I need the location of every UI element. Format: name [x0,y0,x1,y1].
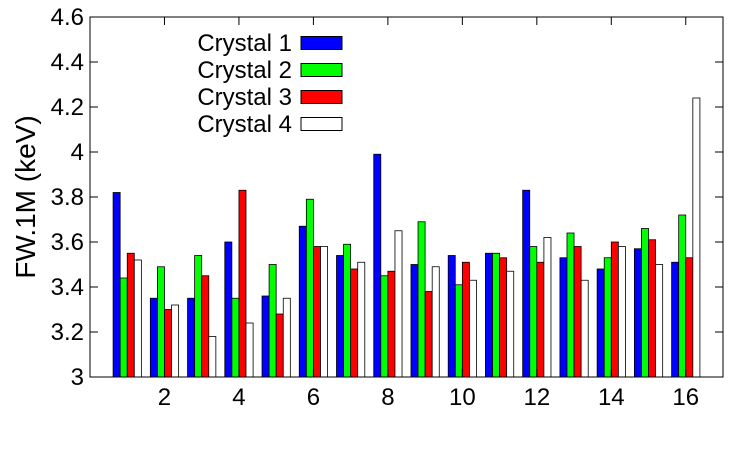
bar-crystal-4-2 [171,304,180,378]
bar-crystal-1-7 [336,255,344,378]
bar-crystal-1-3 [187,297,196,378]
bar-crystal-4-4 [245,322,254,378]
bar-crystal-4-15 [655,264,664,378]
bar-crystal-3-7 [350,268,359,378]
bar-crystal-3-6 [313,246,321,378]
bar-crystal-4-5 [282,297,291,378]
y-tick-label: 4 [71,139,84,166]
bar-crystal-2-12 [529,246,538,378]
bar-crystal-1-14 [596,268,605,378]
bar-crystal-3-2 [164,309,172,378]
bar-crystal-3-16 [685,257,694,378]
x-tick-label: 4 [232,384,245,411]
legend-swatch [300,90,343,104]
bar-crystal-2-4 [231,297,240,378]
bar-crystal-4-13 [580,279,589,378]
y-tick-label: 3.8 [51,184,84,211]
bar-crystal-2-5 [268,264,277,378]
bar-crystal-2-13 [566,232,575,378]
bar-crystal-1-6 [298,225,307,378]
bar-crystal-1-15 [633,248,642,378]
bar-crystal-2-11 [492,252,500,378]
bar-crystal-2-1 [119,277,128,378]
y-tick-label: 3 [71,364,84,391]
bar-crystal-2-2 [156,266,165,378]
bar-crystal-4-7 [357,261,366,378]
bar-crystal-4-11 [506,270,515,378]
legend-label: Crystal 4 [197,111,292,138]
y-tick-label: 4.4 [51,49,84,76]
legend-label: Crystal 2 [197,57,292,84]
legend-swatch [300,36,343,50]
bar-crystal-3-11 [499,257,508,378]
bar-crystal-3-4 [238,189,247,378]
legend-label: Crystal 3 [197,84,292,111]
plot-frame [89,16,724,378]
bar-crystal-4-16 [692,97,701,378]
x-tick-label: 6 [307,384,320,411]
x-tick-label: 16 [672,384,699,411]
y-tick-label: 3.2 [51,319,84,346]
bar-crystal-3-3 [201,275,210,378]
bar-crystal-1-5 [261,295,270,378]
legend-swatch [300,63,343,77]
bar-crystal-1-4 [224,241,233,378]
bar-crystal-4-6 [320,246,328,378]
legend-swatch [300,117,343,131]
bar-crystal-2-16 [678,214,687,378]
y-tick-label: 4.2 [51,94,84,121]
y-tick-label: 3.6 [51,229,84,256]
bar-crystal-2-7 [343,243,352,378]
bar-crystal-2-14 [603,257,612,378]
bar-crystal-3-10 [461,261,470,378]
bar-crystal-4-14 [617,246,626,378]
x-tick-label: 12 [523,384,550,411]
bar-crystal-4-12 [543,237,552,378]
bar-crystal-2-10 [454,284,463,378]
y-axis-title: FW.1M (keV) [10,115,41,278]
bar-crystal-3-13 [573,246,582,378]
bar-crystal-3-12 [536,261,545,378]
bar-crystal-4-8 [394,230,403,378]
x-tick-label: 8 [381,384,394,411]
bar-crystal-1-10 [447,255,456,378]
bar-crystal-1-12 [522,189,531,378]
bar-crystal-3-8 [387,270,396,378]
bar-crystal-4-1 [133,259,142,378]
bar-crystal-1-13 [559,257,568,378]
y-tick-label: 3.4 [51,274,84,301]
bar-crystal-2-9 [417,221,426,378]
bar-crystal-1-9 [410,264,419,378]
bar-crystal-2-3 [194,255,203,378]
ticks-layer: 3 3.2 3.4 3.6 3.8 4 4.2 4.4 4.6 2 4 6 8 10 12 14 16 [51,4,723,411]
bar-crystal-4-9 [431,266,440,378]
bar-crystal-3-9 [424,291,433,378]
x-tick-label: 14 [598,384,625,411]
bar-crystal-4-10 [469,279,477,378]
bar-crystal-2-15 [641,228,649,378]
y-tick-label: 4.6 [51,4,84,31]
bar-crystal-3-1 [126,252,135,378]
bar-crystal-3-15 [648,239,657,378]
bar-crystal-4-3 [208,336,217,378]
bar-crystal-1-2 [149,297,158,378]
x-tick-label: 10 [449,384,476,411]
bar-crystal-1-1 [112,192,121,378]
bar-crystal-3-5 [275,313,284,378]
x-tick-label: 2 [158,384,171,411]
legend-label: Crystal 1 [197,30,292,57]
bar-crystal-1-11 [485,252,493,378]
bars-layer [112,97,701,378]
bar-crystal-3-14 [610,241,619,378]
bar-crystal-2-8 [380,275,389,378]
bar-crystal-1-8 [373,153,382,378]
bar-crystal-2-6 [305,198,314,378]
bar-crystal-1-16 [671,261,680,378]
